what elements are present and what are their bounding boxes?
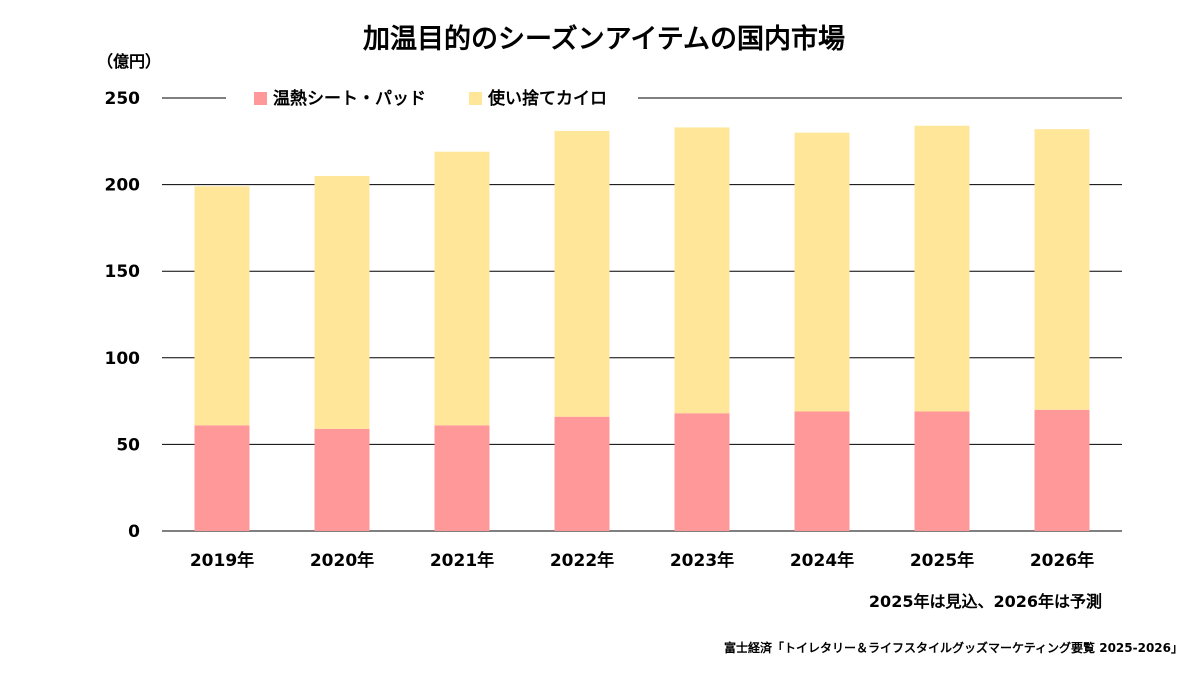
bar-kairo-2019年: [194, 186, 250, 426]
x-tick-label-2021年: 2021年: [430, 550, 494, 571]
x-tick-label-2022年: 2022年: [550, 550, 614, 571]
bar-kairo-2022年: [554, 130, 610, 417]
y-axis-ticks: 0 50 100 150 200 250: [105, 89, 141, 542]
bar-kairo-2024年: [794, 132, 850, 412]
chart-title: 加温目的のシーズンアイテムの国内市場: [363, 23, 845, 55]
legend-background: [226, 84, 638, 112]
legend-label-heat-pad: 温熱シート・パッド: [273, 88, 426, 109]
bar-heat-pad-2021年: [434, 425, 490, 531]
x-tick-label-2020年: 2020年: [310, 550, 374, 571]
bar-kairo-2021年: [434, 151, 490, 426]
bar-heat-pad-2026年: [1034, 409, 1090, 531]
y-tick-label-250: 250: [105, 89, 141, 109]
bar-heat-pad-2022年: [554, 416, 610, 531]
x-tick-label-2024年: 2024年: [790, 550, 854, 571]
legend-swatch-heat-pad: [254, 92, 267, 105]
legend: 温熱シート・パッド 使い捨てカイロ: [226, 84, 638, 112]
y-tick-label-100: 100: [105, 349, 141, 369]
gridlines: [162, 97, 1122, 532]
bar-kairo-2026年: [1034, 129, 1090, 410]
y-axis-unit-label: （億円）: [97, 52, 161, 71]
x-tick-label-2023年: 2023年: [670, 550, 734, 571]
bar-heat-pad-2020年: [314, 428, 370, 531]
bar-kairo-2023年: [674, 127, 730, 414]
x-tick-label-2025年: 2025年: [910, 550, 974, 571]
legend-swatch-kairo: [469, 92, 482, 105]
y-tick-label-200: 200: [105, 176, 141, 196]
legend-label-kairo: 使い捨てカイロ: [487, 88, 607, 109]
bar-kairo-2020年: [314, 175, 370, 429]
bar-heat-pad-2023年: [674, 413, 730, 531]
bars: [194, 125, 1090, 531]
x-tick-label-2026年: 2026年: [1030, 550, 1094, 571]
source-credit: 富士経済「トイレタリー＆ライフスタイルグッズマーケティング要覧 2025-202…: [724, 640, 1183, 655]
bar-heat-pad-2024年: [794, 411, 850, 531]
x-tick-label-2019年: 2019年: [190, 550, 254, 571]
y-tick-label-150: 150: [105, 262, 141, 282]
forecast-note: 2025年は見込、2026年は予測: [869, 592, 1102, 611]
bar-heat-pad-2019年: [194, 425, 250, 531]
x-axis-ticks: 2019年 2020年 2021年 2022年 2023年 2024年 2025年 2026年: [190, 550, 1094, 571]
y-tick-label-0: 0: [128, 522, 140, 542]
bar-kairo-2025年: [914, 125, 970, 412]
y-tick-label-50: 50: [116, 435, 140, 455]
bar-heat-pad-2025年: [914, 411, 970, 531]
